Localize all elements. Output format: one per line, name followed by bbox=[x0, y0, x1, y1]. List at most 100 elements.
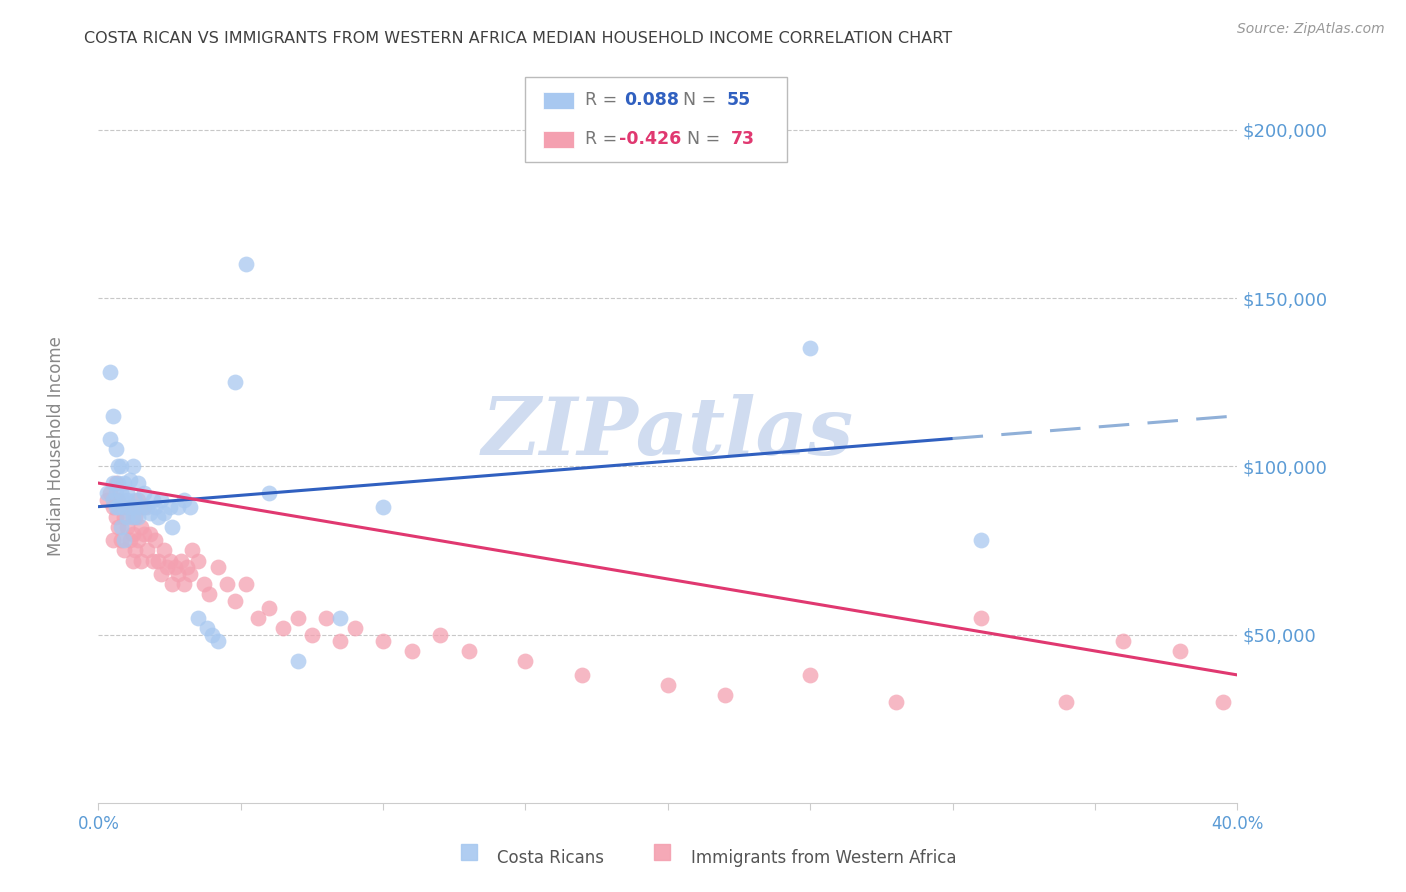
Point bbox=[167, 500, 190, 514]
Point bbox=[96, 486, 118, 500]
Point bbox=[235, 577, 257, 591]
Point bbox=[98, 433, 121, 447]
Point bbox=[181, 543, 204, 558]
Point bbox=[301, 627, 323, 641]
Text: 73: 73 bbox=[731, 130, 755, 148]
Point bbox=[127, 509, 149, 524]
Point bbox=[970, 610, 993, 624]
Point bbox=[457, 644, 479, 658]
Point bbox=[104, 476, 127, 491]
Point bbox=[112, 476, 135, 491]
Point bbox=[235, 257, 257, 271]
Point bbox=[571, 668, 593, 682]
Point bbox=[101, 409, 124, 423]
Point bbox=[329, 634, 352, 648]
Point bbox=[101, 492, 124, 507]
Text: N =: N = bbox=[676, 130, 725, 148]
Point bbox=[246, 610, 269, 624]
Point bbox=[884, 695, 907, 709]
Point bbox=[173, 577, 195, 591]
Point bbox=[215, 577, 238, 591]
Point bbox=[121, 459, 143, 474]
Point bbox=[107, 520, 129, 534]
Point bbox=[148, 553, 170, 567]
Point bbox=[101, 533, 124, 548]
Point bbox=[401, 644, 423, 658]
Point bbox=[373, 634, 395, 648]
Point bbox=[657, 678, 679, 692]
Point bbox=[124, 500, 146, 514]
Point bbox=[165, 560, 187, 574]
Point bbox=[110, 533, 132, 548]
Point bbox=[224, 375, 246, 389]
Point bbox=[259, 600, 281, 615]
Point bbox=[156, 560, 179, 574]
Text: 55: 55 bbox=[727, 91, 751, 109]
Point bbox=[1170, 644, 1192, 658]
Point bbox=[110, 500, 132, 514]
Point bbox=[110, 520, 132, 534]
Point bbox=[150, 566, 173, 581]
Point bbox=[799, 342, 821, 356]
Point bbox=[224, 594, 246, 608]
Text: R =: R = bbox=[585, 130, 623, 148]
Point bbox=[176, 560, 198, 574]
Point bbox=[799, 668, 821, 682]
Point bbox=[135, 543, 157, 558]
Point bbox=[138, 526, 160, 541]
Point bbox=[329, 610, 352, 624]
Point bbox=[118, 533, 141, 548]
FancyBboxPatch shape bbox=[543, 92, 575, 109]
Text: R =: R = bbox=[585, 91, 628, 109]
Point bbox=[179, 500, 201, 514]
Point bbox=[515, 655, 537, 669]
Point bbox=[124, 492, 146, 507]
Point bbox=[118, 500, 141, 514]
Point bbox=[132, 486, 155, 500]
Point bbox=[112, 500, 135, 514]
Point bbox=[110, 459, 132, 474]
Point bbox=[173, 492, 195, 507]
Point bbox=[1056, 695, 1078, 709]
Point bbox=[98, 365, 121, 379]
Point bbox=[145, 500, 167, 514]
Point bbox=[159, 500, 181, 514]
Point bbox=[115, 509, 138, 524]
Text: ZIPatlas: ZIPatlas bbox=[482, 394, 853, 471]
FancyBboxPatch shape bbox=[526, 78, 787, 162]
Point bbox=[187, 610, 209, 624]
Point bbox=[101, 476, 124, 491]
Point bbox=[170, 553, 193, 567]
Point bbox=[115, 486, 138, 500]
Point bbox=[714, 688, 737, 702]
Point bbox=[179, 566, 201, 581]
Point bbox=[970, 533, 993, 548]
Point bbox=[187, 553, 209, 567]
Point bbox=[201, 627, 224, 641]
Point bbox=[162, 520, 184, 534]
Point bbox=[132, 526, 155, 541]
FancyBboxPatch shape bbox=[543, 131, 575, 148]
Point bbox=[118, 500, 141, 514]
Point bbox=[259, 486, 281, 500]
Point bbox=[207, 634, 229, 648]
Point bbox=[198, 587, 221, 601]
Point bbox=[118, 473, 141, 487]
Point bbox=[1212, 695, 1234, 709]
Point bbox=[104, 509, 127, 524]
Text: COSTA RICAN VS IMMIGRANTS FROM WESTERN AFRICA MEDIAN HOUSEHOLD INCOME CORRELATIO: COSTA RICAN VS IMMIGRANTS FROM WESTERN A… bbox=[84, 31, 952, 46]
Point bbox=[107, 459, 129, 474]
Point bbox=[145, 533, 167, 548]
Point bbox=[273, 621, 295, 635]
Point bbox=[127, 476, 149, 491]
Point bbox=[343, 621, 366, 635]
Point bbox=[107, 500, 129, 514]
Point bbox=[101, 500, 124, 514]
Point bbox=[115, 492, 138, 507]
Point bbox=[150, 492, 173, 507]
Point bbox=[287, 655, 309, 669]
Point bbox=[159, 553, 181, 567]
Point bbox=[112, 543, 135, 558]
Point bbox=[141, 492, 163, 507]
Point bbox=[129, 500, 152, 514]
